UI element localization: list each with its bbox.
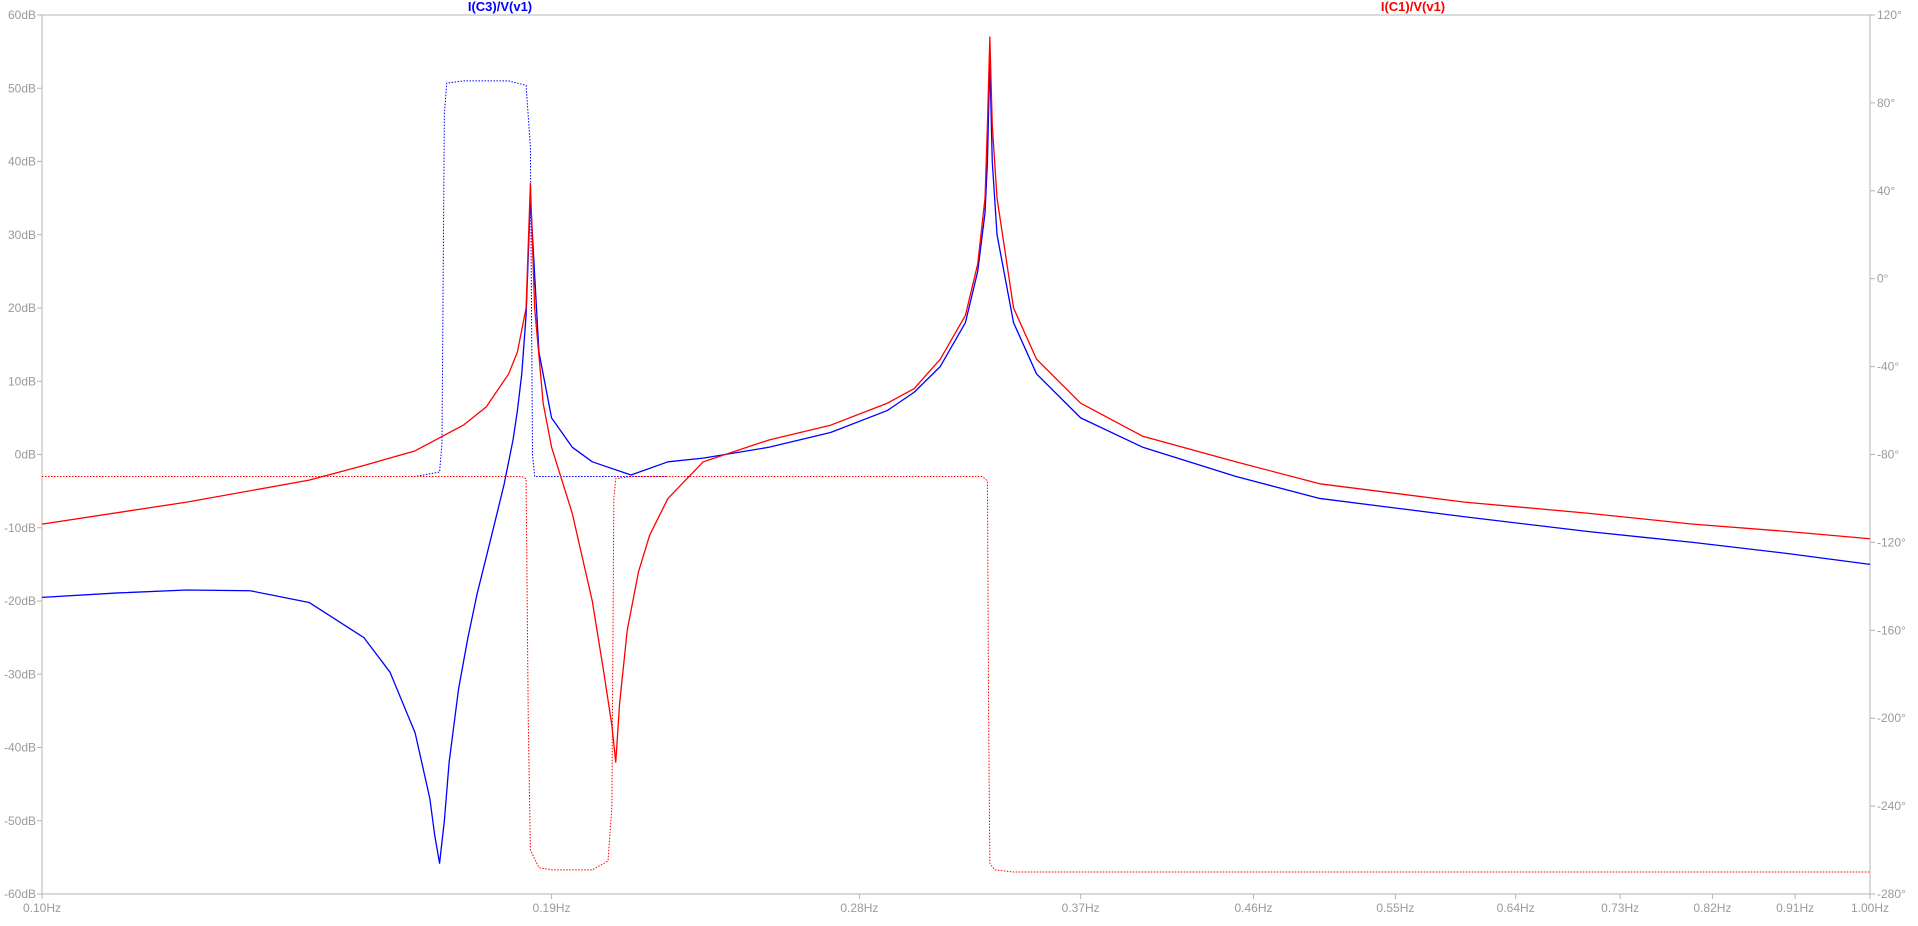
y-right-tick-label: -80° [1877,448,1899,462]
x-tick-label: 0.46Hz [1235,901,1273,915]
x-tick-label: 0.82Hz [1693,901,1731,915]
y-right-tick-label: 80° [1877,96,1895,110]
y-left-tick-label: 50dB [8,81,36,95]
x-tick-label: 0.91Hz [1776,901,1814,915]
phase-trace-i-c3-v-v1 [42,80,668,477]
y-left-tick-label: 30dB [8,228,36,242]
y-right-tick-label: 0° [1877,272,1889,286]
plot-area-frame [41,14,1871,895]
x-tick-label: 0.55Hz [1376,901,1414,915]
y-left-tick-label: 60dB [8,8,36,22]
y-left-tick-label: -60dB [4,887,36,901]
y-left-tick-label: -40dB [4,741,36,755]
y-right-tick-label: -200° [1877,711,1906,725]
y-right-tick-label: -40° [1877,360,1899,374]
x-tick-label: 0.37Hz [1062,901,1100,915]
traces [41,36,1871,873]
y-left-tick-label: -20dB [4,594,36,608]
magnitude-trace-i-c3-v-v1 [41,58,1871,864]
y-left-tick-label: 0dB [15,448,36,462]
y-left-tick-label: 40dB [8,155,36,169]
x-tick-label: 0.10Hz [23,901,61,915]
y-right-tick-label: -280° [1877,887,1906,901]
phase-trace-i-c1-v-v1 [42,475,1870,873]
x-tick-label: 0.64Hz [1497,901,1535,915]
magnitude-trace-i-c1-v-v1 [41,36,1871,763]
trace-titles: I(C3)/V(v1) I(C1)/V(v1) [468,0,1445,14]
x-tick-label: 0.73Hz [1601,901,1639,915]
x-tick-label: 1.00Hz [1851,901,1889,915]
x-tick-label: 0.28Hz [840,901,878,915]
y-right-tick-label: 120° [1877,8,1902,22]
y-left-tick-label: -50dB [4,814,36,828]
y-right-tick-label: -240° [1877,799,1906,813]
y-right-tick-label: -160° [1877,623,1906,637]
x-tick-label: 0.19Hz [533,901,571,915]
y-right-tick-label: -120° [1877,535,1906,549]
y-left-tick-label: -30dB [4,667,36,681]
y-right-tick-label: 40° [1877,184,1895,198]
trace-title[interactable]: I(C3)/V(v1) [468,0,532,14]
y-left-tick-label: -10dB [4,521,36,535]
y-left-tick-label: 10dB [8,374,36,388]
trace-title[interactable]: I(C1)/V(v1) [1381,0,1445,14]
axes: 0.10Hz 0.19Hz 0.28Hz 0.37Hz 0.46Hz 0.55Hz 0.64… [4,8,1906,915]
y-left-tick-label: 20dB [8,301,36,315]
